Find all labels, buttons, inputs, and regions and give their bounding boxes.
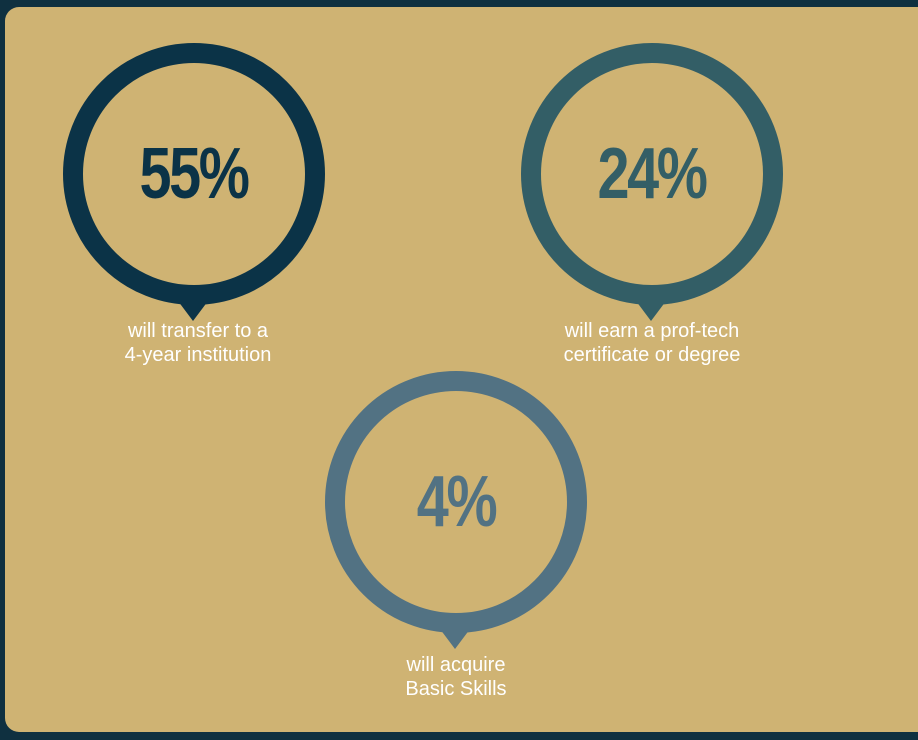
stat-prof-tech-pointer	[633, 297, 669, 321]
stat-basic-skills-value: 4%	[416, 462, 498, 542]
stat-basic-skills-caption-line1: will acquire	[406, 654, 506, 676]
stat-prof-tech-caption: will earn a prof-tech certificate or deg…	[527, 319, 777, 367]
stat-transfer-value: 55%	[139, 134, 250, 214]
stat-transfer-caption-line1: will transfer to a	[127, 320, 269, 342]
stat-transfer-pointer	[175, 297, 211, 321]
stat-transfer-ring: 55%	[63, 43, 325, 305]
stat-basic-skills-ring: 4%	[325, 371, 587, 633]
stat-transfer-caption: will transfer to a 4-year institution	[83, 319, 313, 367]
stat-prof-tech-ring: 24%	[521, 43, 783, 305]
stat-basic-skills-caption: will acquire Basic Skills	[356, 653, 556, 701]
stat-prof-tech-caption-line1: will earn a prof-tech	[564, 320, 740, 342]
stat-basic-skills-pointer	[437, 625, 473, 649]
stat-prof-tech-caption-line2: certificate or degree	[563, 344, 741, 366]
stat-transfer-caption-line2: 4-year institution	[124, 344, 272, 366]
stat-prof-tech-value: 24%	[597, 134, 708, 214]
stat-basic-skills-caption-line2: Basic Skills	[405, 678, 507, 700]
